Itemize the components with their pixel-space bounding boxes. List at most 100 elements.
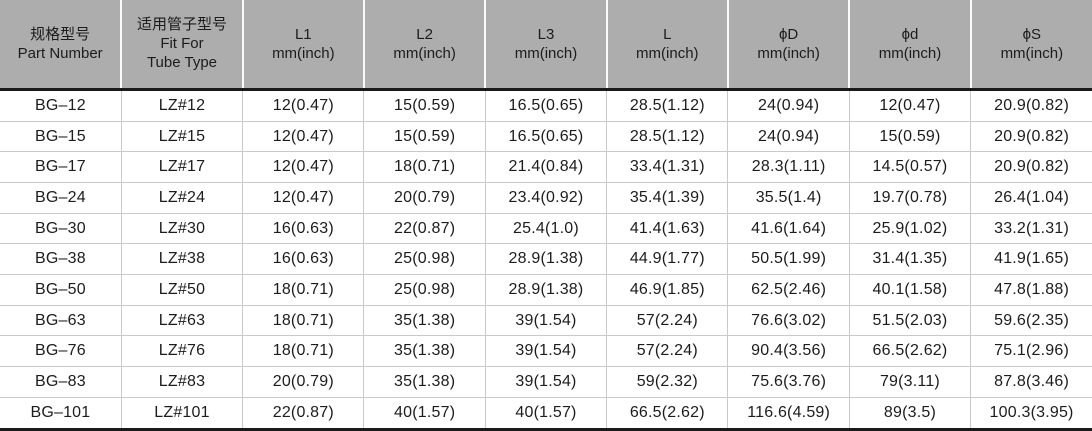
table-cell-l1: 12(0.47)	[242, 151, 364, 183]
table-cell-phi-S: 20.9(0.82)	[970, 151, 1092, 183]
table-cell-part-number: BG–63	[0, 304, 122, 336]
table-cell-tube-type: LZ#24	[120, 182, 243, 214]
column-header-line: Part Number	[17, 44, 103, 62]
table-cell-phi-d: 89(3.5)	[848, 396, 971, 431]
column-header-line: ϕS	[1022, 25, 1042, 43]
column-header-tube-type: 适用管子型号 Fit For Tube Type	[120, 0, 243, 91]
table-cell-l2: 22(0.87)	[363, 212, 486, 244]
table-cell-l2: 35(1.38)	[363, 335, 486, 367]
table-cell-tube-type: LZ#17	[120, 151, 243, 183]
column-header-line: mm(inch)	[1000, 44, 1064, 62]
table-cell-l: 59(2.32)	[606, 366, 728, 398]
table-cell-l2: 15(0.59)	[363, 89, 486, 122]
table-cell-phi-D: 75.6(3.76)	[727, 366, 850, 398]
table-head: 规格型号 Part Number 适用管子型号 Fit For Tube Type L1 m…	[0, 0, 1092, 91]
table-cell-phi-D: 116.6(4.59)	[727, 396, 850, 431]
table-cell-part-number: BG–24	[0, 182, 122, 214]
column-header-phi-S: ϕS mm(inch)	[969, 0, 1092, 91]
table-cell-l: 41.4(1.63)	[606, 212, 728, 244]
table-row: BG–76 LZ#76 18(0.71) 35(1.38) 39(1.54) 57(2.2…	[0, 335, 1092, 367]
table-cell-part-number: BG–38	[0, 243, 122, 275]
table-cell-phi-d: 40.1(1.58)	[848, 274, 971, 306]
table-cell-l3: 40(1.57)	[484, 396, 607, 431]
table-cell-l1: 20(0.79)	[242, 366, 364, 398]
table-cell-l: 57(2.24)	[606, 304, 728, 336]
table-row: BG–38 LZ#38 16(0.63) 25(0.98) 28.9(1.38) 44.9…	[0, 243, 1092, 275]
table-cell-part-number: BG–30	[0, 212, 122, 244]
table-cell-phi-S: 20.9(0.82)	[970, 89, 1092, 122]
table-row: BG–15 LZ#15 12(0.47) 15(0.59) 16.5(0.65) 28.5…	[0, 120, 1092, 152]
table-row: BG–30 LZ#30 16(0.63) 22(0.87) 25.4(1.0) 41.4(…	[0, 212, 1092, 244]
table-cell-phi-S: 75.1(2.96)	[970, 335, 1092, 367]
table-cell-l3: 39(1.54)	[484, 304, 607, 336]
table-body: BG–12 LZ#12 12(0.47) 15(0.59) 16.5(0.65) 28.5…	[0, 89, 1092, 431]
column-header-line: Fit For	[160, 35, 204, 53]
table-row: BG–63 LZ#63 18(0.71) 35(1.38) 39(1.54) 57(2.2…	[0, 304, 1092, 336]
table-cell-part-number: BG–15	[0, 120, 122, 152]
table-cell-phi-D: 24(0.94)	[727, 120, 850, 152]
table-cell-l: 33.4(1.31)	[606, 151, 728, 183]
table-cell-l: 28.5(1.12)	[606, 120, 728, 152]
table-cell-l3: 23.4(0.92)	[484, 182, 607, 214]
column-header-line: 规格型号	[30, 25, 91, 43]
table-cell-l1: 16(0.63)	[242, 212, 364, 244]
table-cell-l2: 20(0.79)	[363, 182, 486, 214]
table-cell-phi-d: 31.4(1.35)	[848, 243, 971, 275]
column-header-line: mm(inch)	[272, 44, 335, 62]
table-row: BG–17 LZ#17 12(0.47) 18(0.71) 21.4(0.84) 33.4…	[0, 151, 1092, 183]
table-cell-l: 28.5(1.12)	[606, 89, 728, 122]
table-cell-part-number: BG–83	[0, 366, 122, 398]
table-cell-l2: 35(1.38)	[363, 366, 486, 398]
table-cell-l: 66.5(2.62)	[606, 396, 728, 431]
column-header-part-number: 规格型号 Part Number	[0, 0, 122, 91]
table-cell-part-number: BG–12	[0, 89, 122, 122]
table-cell-phi-d: 79(3.11)	[848, 366, 971, 398]
table-cell-phi-D: 41.6(1.64)	[727, 212, 850, 244]
table-cell-tube-type: LZ#50	[120, 274, 243, 306]
table-cell-phi-S: 26.4(1.04)	[970, 182, 1092, 214]
column-header-line: mm(inch)	[636, 44, 699, 62]
header-row: 规格型号 Part Number 适用管子型号 Fit For Tube Type L1 m…	[0, 0, 1092, 91]
table-cell-l3: 39(1.54)	[484, 335, 607, 367]
table-cell-tube-type: LZ#63	[120, 304, 243, 336]
table-cell-l3: 39(1.54)	[484, 366, 607, 398]
column-header-line: L3	[537, 25, 555, 43]
table-cell-l1: 12(0.47)	[242, 120, 364, 152]
column-header-line: Tube Type	[146, 54, 218, 72]
column-header-l2: L2 mm(inch)	[362, 0, 486, 91]
table-cell-phi-S: 100.3(3.95)	[970, 396, 1092, 431]
table-cell-phi-S: 87.8(3.46)	[970, 366, 1092, 398]
table-row: BG–101 LZ#101 22(0.87) 40(1.57) 40(1.57) 66.5…	[0, 396, 1092, 431]
table-cell-l: 35.4(1.39)	[606, 182, 728, 214]
table-cell-part-number: BG–76	[0, 335, 122, 367]
table-row: BG–24 LZ#24 12(0.47) 20(0.79) 23.4(0.92) 35.4…	[0, 182, 1092, 214]
table-cell-tube-type: LZ#83	[120, 366, 243, 398]
table-cell-phi-d: 51.5(2.03)	[848, 304, 971, 336]
column-header-line: mm(inch)	[514, 44, 578, 62]
column-header-l1: L1 mm(inch)	[241, 0, 364, 91]
table-cell-part-number: BG–50	[0, 274, 122, 306]
table-cell-phi-D: 35.5(1.4)	[727, 182, 850, 214]
table-cell-phi-D: 90.4(3.56)	[727, 335, 850, 367]
table-cell-l1: 12(0.47)	[242, 89, 364, 122]
table-cell-phi-S: 59.6(2.35)	[970, 304, 1092, 336]
table-cell-phi-S: 33.2(1.31)	[970, 212, 1092, 244]
table-cell-l2: 40(1.57)	[363, 396, 486, 431]
table-cell-l1: 18(0.71)	[242, 274, 364, 306]
table-cell-phi-S: 41.9(1.65)	[970, 243, 1092, 275]
table-cell-phi-D: 24(0.94)	[727, 89, 850, 122]
table-cell-l3: 25.4(1.0)	[484, 212, 607, 244]
table-cell-tube-type: LZ#38	[120, 243, 243, 275]
table-cell-l2: 15(0.59)	[363, 120, 486, 152]
table-cell-l1: 12(0.47)	[242, 182, 364, 214]
column-header-line: L	[663, 25, 672, 43]
table-cell-phi-d: 66.5(2.62)	[848, 335, 971, 367]
table-cell-phi-d: 14.5(0.57)	[848, 151, 971, 183]
table-cell-l1: 22(0.87)	[242, 396, 364, 431]
column-header-line: ϕd	[901, 25, 919, 43]
table-cell-phi-d: 25.9(1.02)	[848, 212, 971, 244]
table-cell-phi-S: 47.8(1.88)	[970, 274, 1092, 306]
column-header-line: mm(inch)	[878, 44, 942, 62]
